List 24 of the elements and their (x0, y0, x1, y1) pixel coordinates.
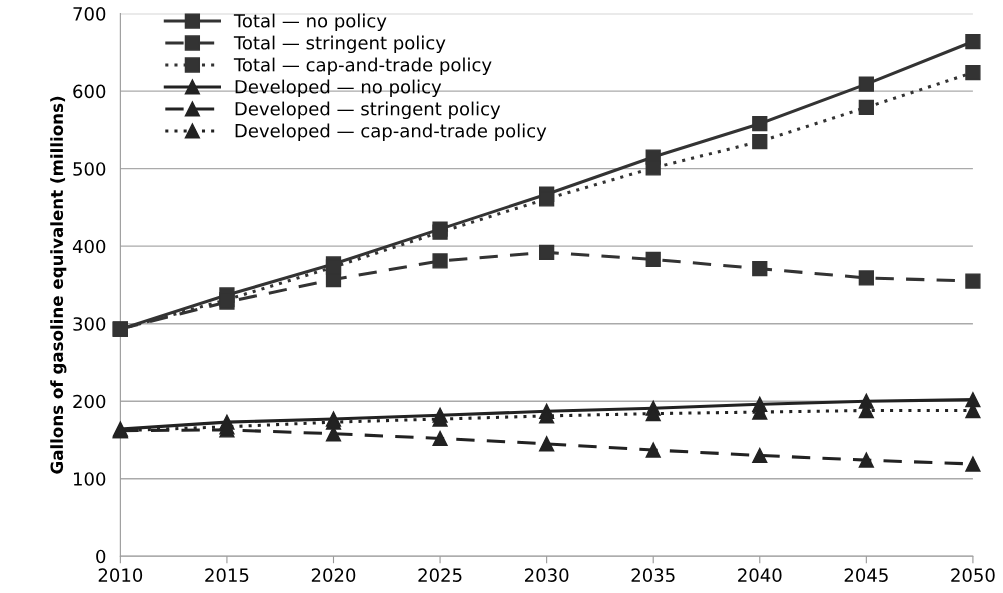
legend-label: Developed — no policy (235, 79, 442, 98)
legend-label: Developed — cap-and-trade policy (235, 123, 547, 142)
x-tick-label: 2010 (98, 568, 143, 583)
x-tick-label: 2015 (205, 568, 249, 583)
x-tick-label: 2030 (524, 568, 569, 583)
legend-label: Total — cap-and-trade policy (233, 57, 492, 76)
x-tick-label: 2040 (738, 568, 782, 583)
y-axis-title: Gallons of gasoline equivalent (millions) (50, 96, 67, 474)
x-tick-label: 2020 (311, 568, 356, 583)
y-tick-label: 500 (73, 162, 106, 176)
legend-label: Total — no policy (233, 13, 387, 32)
legend-label: Total — stringent policy (233, 35, 446, 54)
x-tick-label: 2050 (951, 568, 995, 583)
y-tick-label: 600 (73, 84, 106, 99)
legend-label: Developed — stringent policy (235, 101, 501, 120)
y-tick-label: 200 (73, 394, 106, 409)
x-tick-label: 2045 (844, 568, 888, 583)
y-tick-label: 700 (73, 7, 106, 21)
y-tick-label: 0 (96, 549, 106, 564)
y-tick-label: 100 (73, 472, 106, 486)
x-tick-label: 2025 (418, 568, 462, 583)
x-tick-label: 2035 (631, 568, 675, 583)
y-tick-label: 400 (72, 239, 106, 254)
y-tick-label: 300 (73, 317, 106, 331)
